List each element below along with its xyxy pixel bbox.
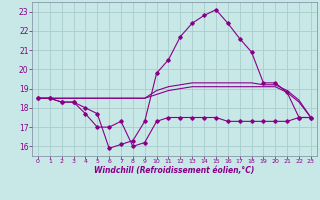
X-axis label: Windchill (Refroidissement éolien,°C): Windchill (Refroidissement éolien,°C) <box>94 166 255 175</box>
